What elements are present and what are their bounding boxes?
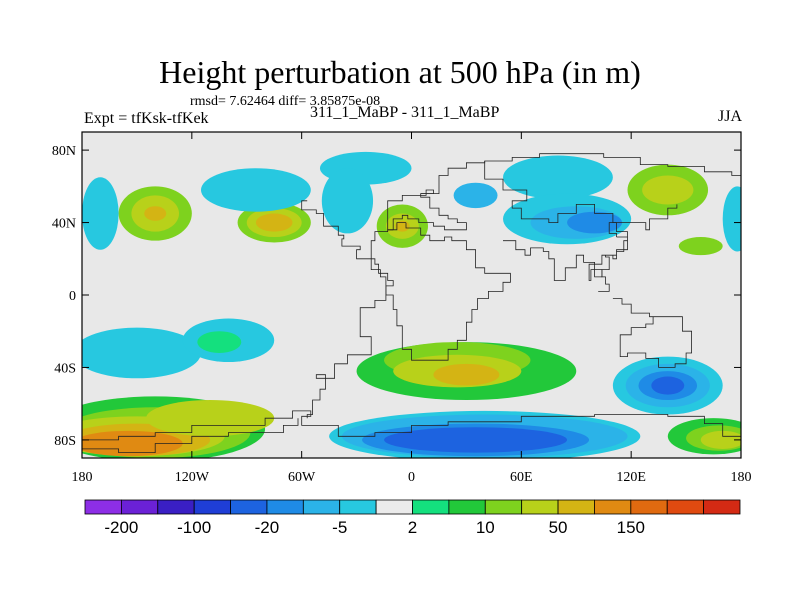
rmsd-stats: rmsd= 7.62464 diff= 3.85875e-08 — [190, 94, 381, 109]
coastline-0 — [301, 200, 394, 419]
y-tick-label-3: 40S — [54, 361, 76, 376]
contour-region-24 — [197, 331, 242, 353]
x-tick-label-2: 60W — [288, 470, 316, 485]
colorbar-box-16 — [666, 499, 705, 515]
colorbar-label-0: -200 — [104, 518, 138, 537]
colorbar-box-5 — [266, 499, 304, 515]
contour-region-42 — [651, 376, 685, 395]
contour-region-19 — [200, 168, 311, 212]
colorbar-box-8 — [375, 499, 413, 515]
x-tick-label-1: 120W — [175, 470, 210, 485]
contour-region-21 — [722, 186, 741, 252]
chart-title: Height perturbation at 500 hPa (in m) — [159, 54, 641, 90]
colorbar: -200 -100 -20 -5 2 10 50 150 — [84, 499, 741, 537]
contour-region-22 — [82, 327, 201, 379]
case-label: 311_1_MaBP - 311_1_MaBP — [310, 104, 500, 121]
x-tick-label-0: 180 — [72, 470, 93, 485]
x-tick-label-5: 120E — [616, 470, 646, 485]
colorbar-box-10 — [448, 499, 486, 515]
coastline-7 — [82, 410, 741, 441]
coastline-4 — [484, 161, 678, 231]
coastline-8 — [82, 418, 299, 453]
coastline-6 — [612, 298, 692, 368]
coastlines — [82, 153, 741, 453]
coastline-3 — [420, 153, 741, 194]
coastline-5 — [503, 240, 610, 292]
x-tick-label-6: 180 — [731, 470, 752, 485]
colorbar-box-11 — [484, 499, 523, 515]
contour-region-34 — [146, 400, 275, 437]
contour-region-20 — [321, 168, 374, 234]
colorbar-label-5: 10 — [476, 518, 495, 537]
contour-region-18 — [82, 177, 119, 250]
colorbar-box-15 — [630, 499, 668, 515]
colorbar-label-2: -20 — [255, 518, 280, 537]
x-tick-label-3: 0 — [408, 470, 415, 485]
colorbar-box-17 — [703, 499, 741, 515]
contour-region-33 — [82, 430, 183, 457]
colorbar-label-4: 2 — [408, 518, 417, 537]
contour-region-45 — [700, 430, 741, 449]
colorbar-label-3: -5 — [332, 518, 347, 537]
contour-region-11 — [678, 237, 723, 256]
season-label: JJA — [717, 108, 742, 125]
colorbar-label-6: 50 — [549, 518, 568, 537]
y-tick-label-4: 80S — [54, 434, 76, 449]
experiment-label: Expt = tfKsk-tfKek — [84, 110, 209, 127]
colorbar-box-6 — [302, 499, 341, 515]
coastline-9 — [588, 222, 628, 281]
contour-region-2 — [255, 213, 293, 232]
contour-region-13 — [503, 155, 613, 200]
colorbar-box-2 — [157, 499, 195, 515]
contour-region-16 — [567, 211, 623, 234]
coastline-2 — [387, 189, 467, 231]
x-tick-label-4: 60E — [510, 470, 533, 485]
contour-region-28 — [433, 363, 500, 386]
colorbar-box-9 — [412, 499, 450, 515]
colorbar-label-1: -100 — [177, 518, 211, 537]
colorbar-box-13 — [557, 499, 595, 515]
colorbar-box-0 — [84, 499, 122, 515]
colorbar-box-4 — [230, 499, 268, 515]
colorbar-box-7 — [339, 499, 377, 515]
y-tick-label-1: 40N — [52, 217, 76, 232]
colorbar-box-3 — [193, 499, 231, 515]
coastline-1 — [370, 222, 511, 361]
y-tick-label-0: 80N — [52, 144, 76, 159]
contour-region-5 — [144, 206, 167, 221]
y-tick-label-2: 0 — [69, 289, 76, 304]
colorbar-box-1 — [120, 499, 159, 515]
axes: 180 120W 60W 0 60E 120E 180 80N 40N 0 40S 80S — [52, 132, 752, 485]
contour-region-10 — [642, 175, 694, 205]
colorbar-box-14 — [594, 499, 632, 515]
colorbar-box-12 — [521, 499, 559, 515]
contour-field — [82, 151, 741, 458]
colorbar-label-7: 150 — [617, 518, 645, 537]
contour-region-38 — [384, 427, 568, 453]
contour-region-17 — [453, 182, 498, 209]
